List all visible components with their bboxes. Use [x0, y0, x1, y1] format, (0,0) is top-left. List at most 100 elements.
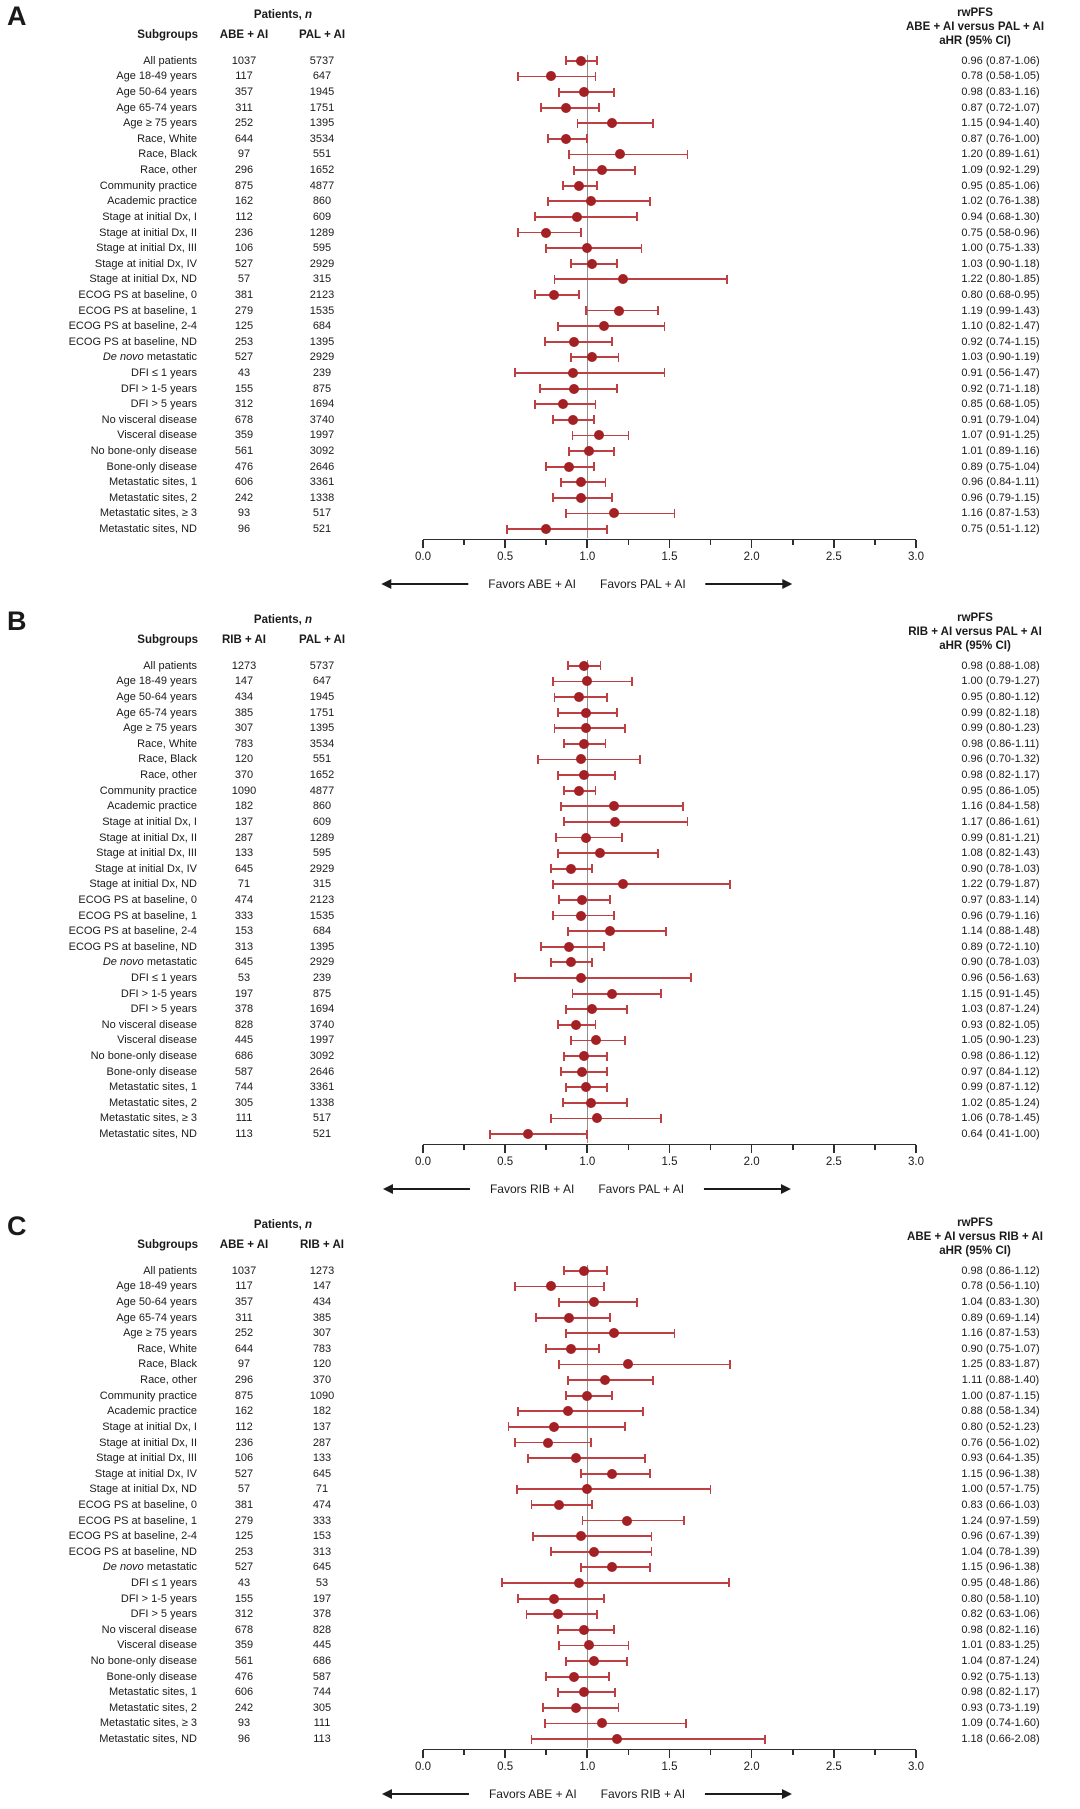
hr-marker	[577, 1066, 588, 1077]
forest-row: Community practice 875 1090 1.00 (0.87-1.15…	[0, 1388, 1080, 1404]
ci-cap-right	[650, 1531, 653, 1541]
plot-cell	[361, 506, 921, 522]
axis-row: 0.0 0.5 1.0 1.5 2.0 2.5 3.0	[0, 1142, 1080, 1178]
axis-tick	[422, 1145, 424, 1153]
axis-tick	[463, 540, 465, 545]
plot-cell	[361, 1638, 921, 1654]
ahr-header: rwPFS ABE + AI versus RIB + AI aHR (95% …	[870, 1216, 1080, 1258]
forest-row: Age 50-64 years 357 434 1.04 (0.83-1.30)	[0, 1294, 1080, 1310]
plot-cell	[361, 474, 921, 490]
axis-row: 0.0 0.5 1.0 1.5 2.0 2.5 3.0	[0, 537, 1080, 573]
subgroup-label: DFI > 1-5 years	[120, 382, 197, 395]
forest-row: Age 65-74 years 311 385 0.89 (0.69-1.14)	[0, 1310, 1080, 1326]
ci-bar	[515, 977, 691, 979]
plot-cell	[361, 240, 921, 256]
ci-bar	[506, 528, 608, 530]
plot-cell	[361, 1716, 921, 1732]
favors-row: Favors ABE + AI Favors PAL + AI	[0, 573, 1080, 599]
ci-bar	[490, 1133, 588, 1135]
subgroup-label: Academic practice	[107, 195, 197, 208]
axis-row: 0.0 0.5 1.0 1.5 2.0 2.5 3.0	[0, 1747, 1080, 1783]
plot-cell	[361, 908, 921, 924]
favors-right-label: Favors PAL + AI	[600, 577, 686, 591]
axis-tick	[545, 1750, 548, 1755]
axis-tick	[463, 1145, 465, 1150]
hr-marker	[575, 754, 586, 765]
n2-value: 684	[312, 320, 332, 333]
ahr-value: 1.00 (0.87-1.15)	[961, 1389, 1040, 1402]
axis-tick	[750, 1750, 753, 1758]
n1-value: 312	[234, 398, 254, 411]
plot-cell	[361, 1294, 921, 1310]
n1-value: 111	[235, 1112, 253, 1125]
forest-row: De novo metastatic 527 645 1.15 (0.96-1.38)	[0, 1560, 1080, 1576]
hr-marker	[549, 1421, 560, 1432]
endpoint-label: rwPFS	[957, 612, 993, 624]
forest-row: ECOG PS at baseline, 2-4 125 153 0.96 (0.67…	[0, 1528, 1080, 1544]
forest-row: Metastatic sites, 1 606 3361 0.96 (0.84-1.1…	[0, 474, 1080, 490]
n2-value: 1945	[309, 691, 335, 704]
ahr-value: 0.92 (0.71-1.18)	[961, 382, 1040, 395]
ci-bar	[508, 1426, 626, 1428]
ahr-value: 0.91 (0.79-1.04)	[961, 413, 1040, 426]
subgroup-label: Metastatic sites, ND	[99, 1733, 197, 1746]
n2-value: 197	[312, 1592, 332, 1605]
plot-cell	[361, 1279, 921, 1295]
subgroup-label: Stage at initial Dx, IV	[94, 257, 197, 270]
ahr-value: 0.92 (0.75-1.13)	[961, 1670, 1040, 1683]
subgroup-label: De novo metastatic	[102, 1561, 197, 1574]
ci-cap-right	[599, 661, 602, 671]
n2-value: 120	[312, 1358, 332, 1371]
ahr-value: 0.83 (0.66-1.03)	[961, 1498, 1040, 1511]
n1-value: 686	[234, 1050, 254, 1063]
hr-marker	[574, 785, 585, 796]
forest-row: No visceral disease 678 3740 0.91 (0.79-1.0…	[0, 412, 1080, 428]
ci-cap-left	[565, 1004, 567, 1014]
plot-cell	[361, 892, 921, 908]
forest-row: ECOG PS at baseline, 0 381 474 0.83 (0.66-1…	[0, 1497, 1080, 1513]
ahr-value: 0.90 (0.78-1.03)	[961, 862, 1040, 875]
ci-cap-right	[681, 801, 684, 811]
subgroup-label: Age 65-74 years	[116, 101, 197, 114]
n2-value: 783	[312, 1342, 332, 1355]
ahr-value: 0.64 (0.41-1.00)	[961, 1128, 1040, 1141]
subgroup-label: DFI > 5 years	[130, 1608, 197, 1621]
ahr-value: 0.90 (0.75-1.07)	[961, 1342, 1040, 1355]
subgroup-label: Academic practice	[107, 1405, 197, 1418]
ci-bar	[565, 512, 675, 515]
ahr-ci-label: aHR (95% CI)	[939, 1245, 1011, 1257]
ci-cap-right	[611, 1391, 613, 1401]
subgroup-label: DFI > 1-5 years	[120, 987, 197, 1000]
n2-value: 521	[312, 1128, 332, 1141]
n2-value: 5737	[309, 659, 335, 672]
subgroup-label: All patients	[143, 659, 197, 672]
ci-cap-right	[685, 1718, 687, 1728]
axis-tick-label: 2.5	[825, 551, 842, 563]
ahr-value: 1.04 (0.87-1.24)	[961, 1655, 1040, 1668]
axis-tick	[586, 1750, 589, 1758]
arm2-header: PAL + AI	[298, 634, 346, 646]
ahr-value: 0.95 (0.80-1.12)	[961, 691, 1040, 704]
forest-row: Stage at initial Dx, IV 527 2929 1.03 (0.90…	[0, 256, 1080, 272]
subgroup-label: ECOG PS at baseline, 2-4	[68, 1530, 197, 1543]
ci-cap-left	[517, 71, 520, 81]
hr-marker	[580, 832, 591, 843]
forest-row: ECOG PS at baseline, ND 253 313 1.04 (0.78-…	[0, 1544, 1080, 1560]
n2-value: 2123	[309, 288, 335, 301]
ci-cap-right	[616, 259, 618, 269]
ci-cap-left	[556, 321, 559, 331]
plot-cell	[361, 396, 921, 412]
forest-row: Stage at initial Dx, III 106 133 0.93 (0.64…	[0, 1450, 1080, 1466]
forest-row: Academic practice 162 860 1.02 (0.76-1.38)	[0, 193, 1080, 209]
hr-marker	[610, 816, 621, 827]
ci-bar	[518, 75, 596, 78]
ci-cap-left	[553, 274, 556, 284]
hr-marker	[582, 243, 593, 254]
ci-cap-left	[569, 259, 572, 269]
n1-value: 197	[234, 987, 254, 1000]
plot-cell	[361, 1064, 921, 1080]
n2-value: 1535	[309, 909, 335, 922]
subgroup-label: No bone-only disease	[90, 1050, 197, 1063]
n2-value: 3361	[309, 1081, 335, 1094]
hr-marker	[570, 1702, 581, 1713]
